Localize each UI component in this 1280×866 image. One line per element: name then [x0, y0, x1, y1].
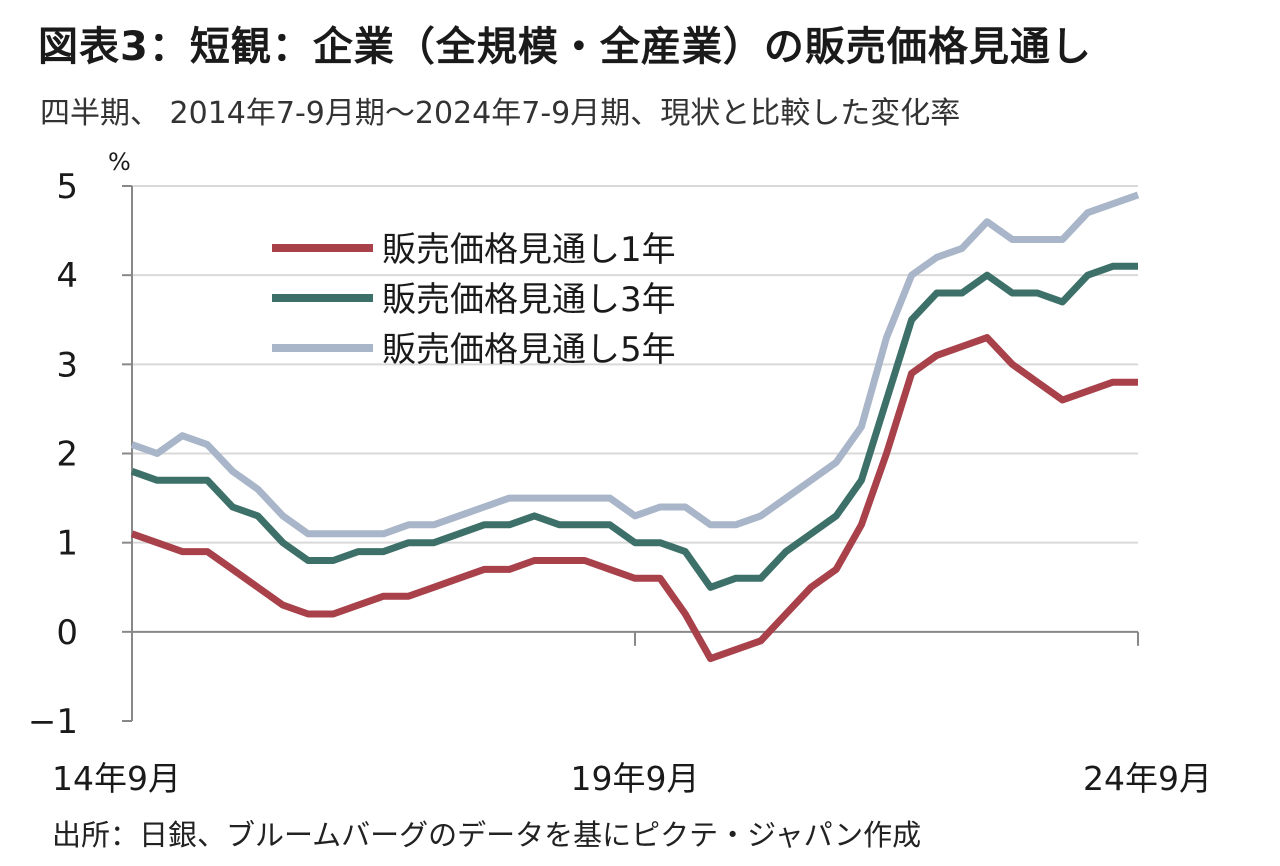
y-tick-label: 5 — [56, 167, 78, 207]
x-tick-label: 19年9月 — [571, 759, 700, 798]
legend-label-1: 販売価格見通し1年 — [382, 230, 676, 270]
series-line-3 — [130, 191, 1140, 538]
chart-subtitle: 四半期、 2014年7-9月期～2024年7-9月期、現状と比較した変化率 — [40, 96, 961, 131]
source-note: 出所：日銀、ブルームバーグのデータを基にピクテ・ジャパン作成 — [52, 818, 922, 852]
legend-label-3: 販売価格見通し5年 — [382, 330, 676, 370]
series-line-1 — [130, 334, 1138, 663]
y-tick-label: 1 — [56, 524, 78, 564]
y-axis-unit-label: % — [108, 148, 131, 176]
gridlines — [132, 185, 1138, 544]
series-line-2 — [130, 262, 1138, 591]
series-lines — [130, 191, 1140, 663]
y-tick-label: −1 — [28, 702, 78, 742]
y-tick-label: 4 — [56, 256, 78, 296]
axes: 5 4 3 2 1 0 −1 14年9月 19年9月 24年9月 — [28, 167, 1212, 798]
x-tick-label: 14年9月 — [52, 759, 181, 798]
chart-title: 図表3：短観：企業（全規模・全産業）の販売価格見通し — [38, 24, 1092, 70]
y-tick-label: 2 — [56, 435, 78, 475]
x-tick-label: 24年9月 — [1083, 759, 1212, 798]
y-tick-label: 0 — [56, 613, 78, 653]
y-tick-label: 3 — [56, 345, 78, 385]
legend-label-2: 販売価格見通し3年 — [382, 280, 676, 320]
